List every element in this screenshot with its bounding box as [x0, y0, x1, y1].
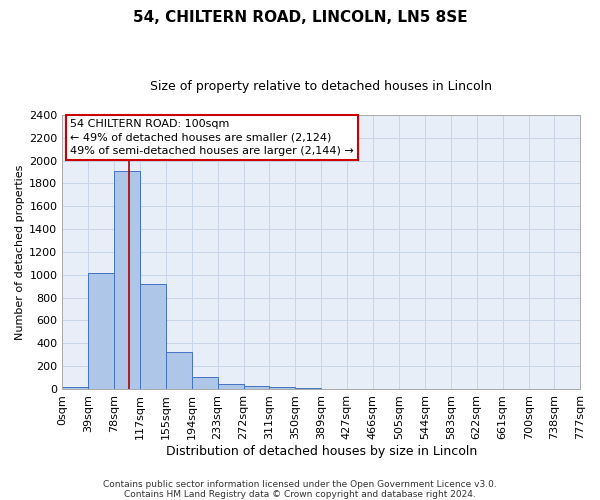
X-axis label: Distribution of detached houses by size in Lincoln: Distribution of detached houses by size …	[166, 444, 477, 458]
Bar	[140, 284, 166, 389]
Bar	[114, 171, 140, 389]
Text: 54, CHILTERN ROAD, LINCOLN, LN5 8SE: 54, CHILTERN ROAD, LINCOLN, LN5 8SE	[133, 10, 467, 25]
Bar	[218, 384, 244, 389]
Text: 54 CHILTERN ROAD: 100sqm
← 49% of detached houses are smaller (2,124)
49% of sem: 54 CHILTERN ROAD: 100sqm ← 49% of detach…	[70, 119, 354, 156]
Bar	[166, 352, 191, 389]
Y-axis label: Number of detached properties: Number of detached properties	[15, 164, 25, 340]
Bar	[295, 388, 322, 389]
Text: Contains HM Land Registry data © Crown copyright and database right 2024.: Contains HM Land Registry data © Crown c…	[124, 490, 476, 499]
Bar	[244, 386, 269, 389]
Text: Contains public sector information licensed under the Open Government Licence v3: Contains public sector information licen…	[103, 480, 497, 489]
Bar	[269, 387, 295, 389]
Bar	[88, 272, 114, 389]
Title: Size of property relative to detached houses in Lincoln: Size of property relative to detached ho…	[150, 80, 492, 93]
Bar	[62, 386, 88, 389]
Bar	[191, 377, 218, 389]
